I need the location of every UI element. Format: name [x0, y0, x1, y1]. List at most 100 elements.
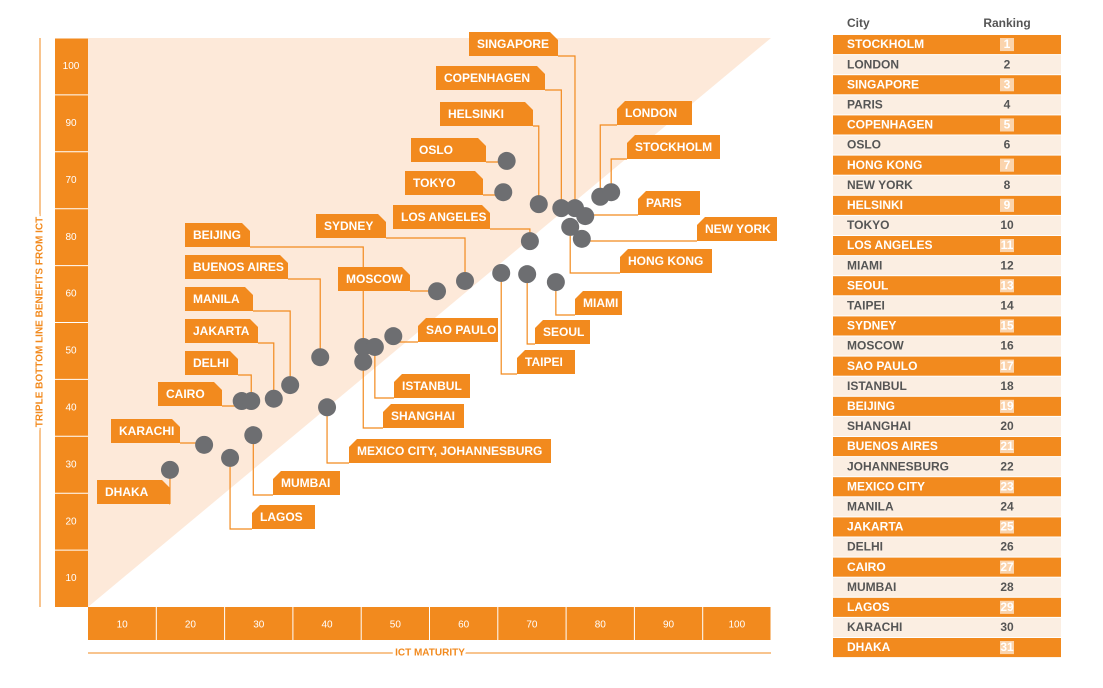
table-row [833, 617, 1061, 637]
leader-line [252, 435, 273, 496]
point-label: JAKARTA [193, 324, 250, 338]
leader-line [362, 361, 383, 429]
table-row [833, 55, 1061, 75]
table-row [833, 376, 1061, 396]
table-row [833, 215, 1061, 235]
point [195, 435, 214, 454]
point-label: COPENHAGEN [444, 71, 530, 85]
rank-cell [1000, 399, 1014, 413]
point [456, 271, 475, 290]
city-name: DHAKA [847, 640, 891, 654]
point [221, 448, 240, 467]
leader-line [610, 158, 627, 193]
y-tick-label: 70 [65, 175, 77, 186]
city-rank: 17 [1000, 359, 1014, 373]
city-name: MOSCOW [847, 339, 904, 353]
leader-line [258, 342, 275, 399]
point [318, 398, 337, 417]
rank-cell [1000, 239, 1014, 253]
city-name: BEIJING [847, 399, 895, 413]
label-tag [436, 66, 545, 90]
point-label: DHAKA [105, 485, 149, 499]
label-tag [338, 267, 410, 291]
city-rank: 15 [1000, 319, 1014, 333]
city-name: JOHANNESBURG [847, 459, 949, 473]
point [244, 426, 263, 445]
point [497, 151, 516, 170]
city-rank: 11 [1001, 238, 1014, 252]
label-tag [440, 102, 533, 126]
leader-line [569, 226, 620, 274]
rank-cell [1000, 440, 1014, 454]
point [546, 273, 565, 292]
x-tick-label: 100 [729, 620, 746, 631]
x-tick-label: 10 [117, 620, 129, 631]
city-name: LAGOS [847, 600, 890, 614]
label-tag [273, 471, 340, 495]
leader-line [253, 310, 291, 386]
city-rank: 24 [1000, 500, 1014, 514]
label-tag [617, 101, 692, 125]
city-name: COPENHAGEN [847, 118, 933, 132]
point-label: SINGAPORE [477, 37, 549, 51]
city-rank: 21 [1000, 439, 1014, 453]
city-name: SYDNEY [847, 319, 896, 333]
label-tag [316, 214, 386, 238]
label-tag [349, 439, 551, 463]
leader-line [326, 407, 349, 464]
label-tag [158, 382, 222, 406]
leader-line [526, 274, 535, 345]
label-tag [185, 351, 238, 375]
point-label: SEOUL [543, 325, 584, 339]
point-label: SHANGHAI [391, 409, 455, 423]
point-label: LAGOS [260, 510, 303, 524]
x-tick-label: 30 [253, 620, 265, 631]
city-rank: 27 [1000, 560, 1014, 574]
city-rank: 1 [1004, 37, 1011, 51]
point-label: HONG KONG [628, 254, 703, 268]
y-axis-title: TRIPLE BOTTOM LINE BENEFITS FROM ICT [35, 217, 46, 427]
rank-cell [1000, 480, 1014, 494]
point [281, 376, 300, 395]
leader-line [599, 124, 617, 197]
leader-line [229, 457, 252, 530]
table-row [833, 577, 1061, 597]
rank-cell [1000, 158, 1014, 172]
y-tick-label: 60 [65, 289, 77, 300]
city-rank: 10 [1000, 218, 1014, 232]
city-name: MIAMI [847, 258, 882, 272]
city-rank: 5 [1004, 118, 1011, 132]
table-row [833, 95, 1061, 115]
label-tags: DHAKA KARACHI LAGOS MUMBAI CAIRO DELHI JAKARTA… [97, 32, 777, 529]
y-tick-label: 40 [65, 402, 77, 413]
city-name: STOCKHOLM [847, 37, 924, 51]
label-tag [383, 404, 464, 428]
points [160, 151, 621, 479]
city-rank: 2 [1004, 57, 1011, 71]
city-name: JAKARTA [847, 520, 904, 534]
city-rank: 12 [1000, 258, 1014, 272]
point [520, 232, 539, 251]
point [160, 460, 179, 479]
point-label: PARIS [646, 196, 682, 210]
table-row [833, 497, 1061, 517]
x-tick-label: 90 [663, 620, 675, 631]
point [552, 199, 571, 218]
label-tag [517, 350, 575, 374]
city-rank: 13 [1000, 278, 1014, 292]
point-label: SYDNEY [324, 219, 373, 233]
city-name: SHANGHAI [847, 419, 911, 433]
point-label: CAIRO [166, 387, 205, 401]
y-tick-label: 10 [65, 573, 77, 584]
label-tag [111, 419, 180, 443]
city-name: CAIRO [847, 560, 886, 574]
city-name: BUENOS AIRES [847, 439, 938, 453]
rank-cell [1000, 359, 1014, 373]
table-row [833, 256, 1061, 276]
point-label: KARACHI [119, 424, 174, 438]
city-name: ISTANBUL [847, 379, 907, 393]
label-tag [252, 505, 315, 529]
y-tick-label: 20 [65, 516, 77, 527]
point [264, 389, 283, 408]
